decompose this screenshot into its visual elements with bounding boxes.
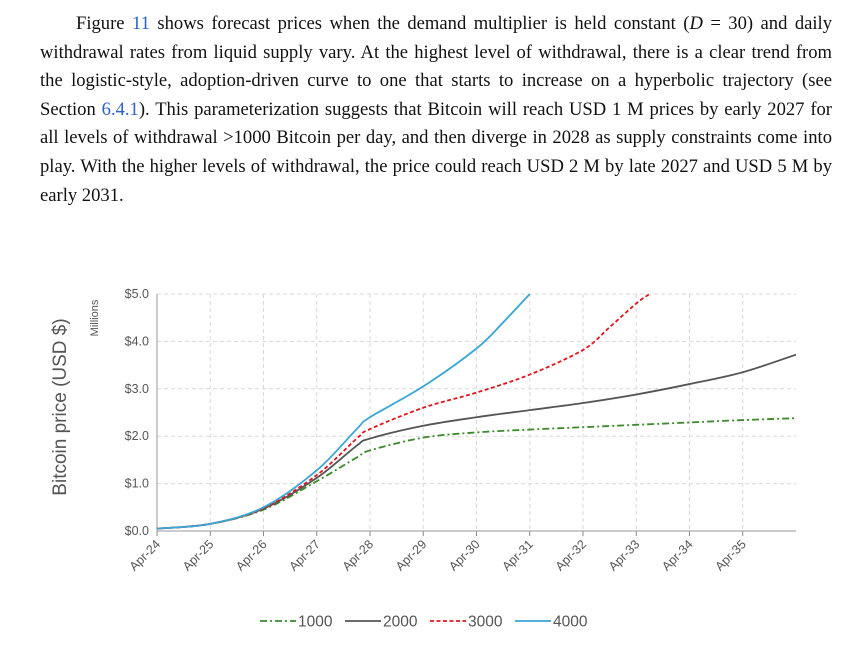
x-tick-label: Apr-26 xyxy=(233,537,269,573)
paragraph-text: shows forecast prices when the demand mu… xyxy=(149,13,690,34)
x-tick-label: Apr-32 xyxy=(553,537,589,573)
y-tick-label: $2.0 xyxy=(125,429,149,443)
y-axis-unit-label: Millions xyxy=(89,299,101,336)
series-line-4000 xyxy=(157,293,531,530)
y-tick-label: $3.0 xyxy=(125,382,149,396)
x-tick-label: Apr-24 xyxy=(127,537,163,573)
x-tick-label: Apr-29 xyxy=(393,537,429,573)
legend-label-4000: 4000 xyxy=(553,614,588,631)
x-tick-label: Apr-25 xyxy=(180,537,216,573)
y-axis-label: Bitcoin price (USD $) xyxy=(50,318,71,495)
series-lines xyxy=(157,293,796,530)
chart-axes: $0.0 $1.0 $2.0 $3.0 $4.0 $5.0 Apr-24 Apr-25 Apr-… xyxy=(125,287,796,574)
math-variable: D xyxy=(689,13,703,34)
paragraph-text: ). This parameterization suggests that B… xyxy=(40,98,833,206)
price-forecast-chart: $0.0 $1.0 $2.0 $3.0 $4.0 $5.0 Apr-24 Apr-25 Apr-… xyxy=(50,287,796,631)
body-paragraph: Figure 11 shows forecast prices when the… xyxy=(40,10,832,210)
figure-reference-link[interactable]: 11 xyxy=(132,13,150,34)
y-tick-label: $1.0 xyxy=(125,477,149,491)
x-tick-label: Apr-30 xyxy=(446,537,482,573)
legend-label-2000: 2000 xyxy=(383,614,418,631)
legend-label-3000: 3000 xyxy=(468,614,503,631)
y-tick-label: $5.0 xyxy=(125,287,149,301)
y-tick-label: $0.0 xyxy=(125,524,149,538)
x-tick-label: Apr-34 xyxy=(659,537,695,573)
x-tick-label: Apr-35 xyxy=(712,537,748,573)
legend-label-1000: 1000 xyxy=(298,614,333,631)
x-tick-label: Apr-31 xyxy=(499,537,535,573)
paragraph-text: = 30) and daily withdrawal rates from li… xyxy=(40,13,832,120)
x-tick-label: Apr-28 xyxy=(340,537,376,573)
paragraph-text: Figure xyxy=(76,13,133,34)
y-tick-label: $4.0 xyxy=(125,334,149,348)
series-line-3000 xyxy=(157,293,651,530)
x-tick-label: Apr-33 xyxy=(606,537,642,573)
chart-legend: 1000 2000 3000 4000 xyxy=(260,614,588,631)
x-tick-label: Apr-27 xyxy=(286,537,322,573)
grid-lines xyxy=(156,293,796,531)
section-reference-link[interactable]: 6.4.1 xyxy=(101,98,139,120)
